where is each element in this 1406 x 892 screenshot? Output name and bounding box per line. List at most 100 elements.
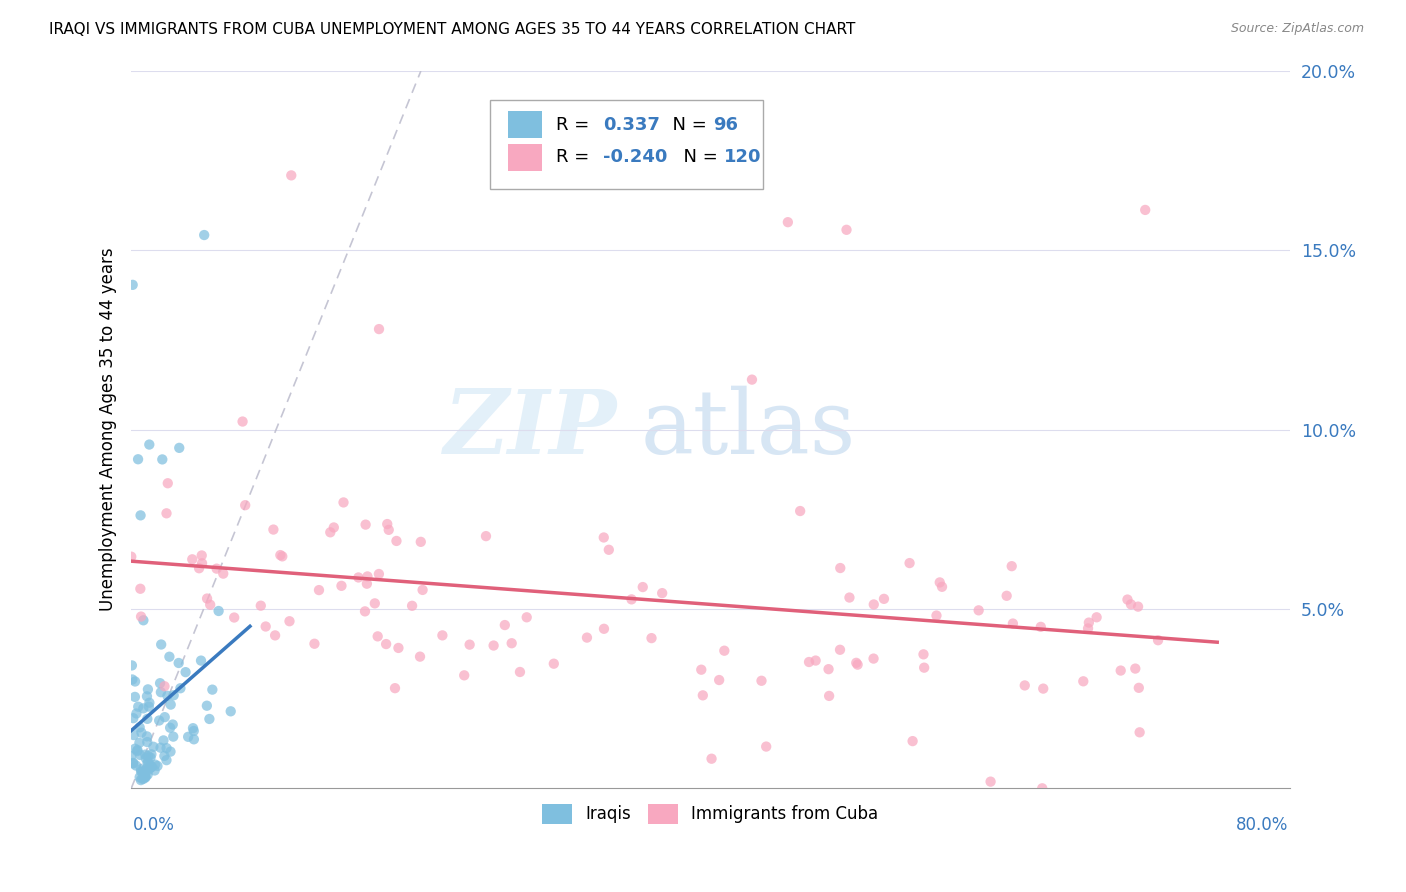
Point (249, 599, 271, 613)
Point (138, 699, 160, 714)
Point (198, 712, 221, 726)
Point (367, 629, 389, 643)
Point (131, 725, 153, 739)
Point (146, 759, 169, 773)
Point (707, 673, 730, 687)
Point (912, 648, 935, 662)
Point (153, 748, 176, 763)
Point (817, 662, 839, 676)
Text: R =: R = (557, 148, 595, 166)
Point (152, 733, 174, 747)
Point (162, 717, 184, 731)
Point (139, 759, 162, 773)
Point (201, 682, 224, 697)
Point (1085, 610, 1108, 624)
Point (139, 760, 162, 774)
Point (304, 637, 326, 651)
Point (135, 761, 157, 775)
Point (980, 774, 1002, 789)
Point (181, 721, 204, 735)
Point (271, 549, 294, 564)
Point (183, 723, 205, 738)
Point (1029, 620, 1052, 634)
Point (136, 690, 159, 704)
Point (862, 651, 884, 665)
Point (136, 735, 159, 749)
FancyBboxPatch shape (491, 100, 762, 189)
Point (195, 698, 218, 713)
Point (322, 520, 344, 534)
Point (1001, 559, 1024, 574)
Point (356, 576, 378, 591)
Point (233, 498, 256, 512)
Point (278, 614, 301, 628)
Point (846, 657, 869, 672)
Text: 120: 120 (724, 148, 762, 166)
Point (124, 690, 146, 704)
Point (125, 706, 148, 721)
Text: ZIP: ZIP (444, 386, 617, 473)
Point (134, 769, 156, 783)
Point (828, 642, 851, 657)
Point (149, 740, 172, 755)
Point (153, 679, 176, 693)
Point (690, 663, 713, 677)
Point (138, 763, 160, 777)
Point (122, 756, 145, 770)
Point (776, 215, 799, 229)
Point (132, 764, 155, 779)
Point (132, 772, 155, 786)
Point (181, 552, 204, 566)
Point (1129, 725, 1152, 739)
Point (692, 689, 714, 703)
Point (901, 734, 924, 748)
Point (219, 704, 242, 718)
Point (409, 649, 432, 664)
Point (1014, 678, 1036, 692)
Point (224, 610, 246, 624)
Point (174, 665, 197, 680)
Point (148, 714, 170, 728)
Point (1135, 202, 1157, 217)
Point (713, 643, 735, 657)
Point (308, 583, 330, 598)
Point (354, 517, 377, 532)
Point (156, 689, 179, 703)
Point (129, 508, 152, 523)
Point (873, 591, 896, 606)
Point (818, 689, 841, 703)
Text: IRAQI VS IMMIGRANTS FROM CUBA UNEMPLOYMENT AMONG AGES 35 TO 44 YEARS CORRELATION: IRAQI VS IMMIGRANTS FROM CUBA UNEMPLOYME… (49, 22, 856, 37)
Point (254, 619, 277, 633)
Point (139, 750, 162, 764)
Point (1116, 592, 1139, 607)
Point (122, 711, 145, 725)
Point (136, 755, 159, 769)
Point (925, 608, 948, 623)
Point (191, 556, 214, 570)
Point (198, 598, 221, 612)
Y-axis label: Unemployment Among Ages 35 to 44 years: Unemployment Among Ages 35 to 44 years (100, 248, 117, 612)
Point (835, 223, 858, 237)
Point (138, 437, 160, 451)
Point (150, 452, 173, 467)
Text: N =: N = (661, 116, 711, 134)
Text: Source: ZipAtlas.com: Source: ZipAtlas.com (1230, 22, 1364, 36)
Point (190, 654, 212, 668)
Point (136, 767, 159, 781)
Point (845, 656, 868, 670)
Point (131, 772, 153, 786)
Point (1077, 622, 1099, 636)
Point (132, 613, 155, 627)
FancyBboxPatch shape (508, 144, 543, 170)
Point (751, 673, 773, 688)
Point (330, 579, 353, 593)
Legend: Iraqis, Immigrants from Cuba: Iraqis, Immigrants from Cuba (536, 797, 886, 830)
Text: 0.0%: 0.0% (132, 815, 174, 833)
Text: 96: 96 (713, 116, 738, 134)
Point (575, 631, 598, 645)
Point (135, 770, 157, 784)
Point (1071, 674, 1094, 689)
Point (838, 591, 860, 605)
Text: -0.240: -0.240 (603, 148, 666, 166)
Point (207, 604, 229, 618)
